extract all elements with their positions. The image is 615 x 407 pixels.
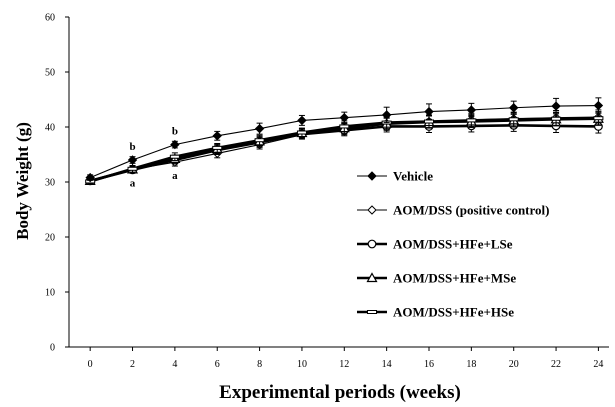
x-tick-label: 14 — [382, 359, 392, 370]
data-point — [551, 101, 561, 111]
data-point — [127, 166, 138, 171]
legend-marker — [367, 205, 377, 215]
y-tick-label: 60 — [45, 13, 55, 24]
legend-label: Vehicle — [393, 169, 433, 184]
x-ticks: 0 2 4 6 8 10 12 14 16 18 20 22 24 — [88, 347, 603, 370]
data-point — [381, 110, 392, 120]
x-tick-label: 16 — [424, 359, 434, 370]
legend: Vehicle AOM/DSS (positive control) AOM/DSS… — [357, 169, 549, 320]
data-point — [212, 145, 223, 150]
series-1 — [85, 97, 604, 183]
data-point — [424, 119, 434, 124]
data-point — [466, 118, 477, 123]
legend-label: AOM/DSS+HFe+HSe — [393, 305, 514, 320]
x-axis-title: Experimental periods (weeks) — [219, 382, 461, 403]
data-point — [170, 139, 180, 150]
y-tick-label: 40 — [45, 123, 55, 134]
data-point — [254, 123, 265, 134]
x-tick-label: 18 — [466, 359, 476, 370]
data-point — [508, 103, 519, 113]
legend-entry-3: AOM/DSS+HFe+LSe — [357, 237, 513, 252]
y-tick-label: 0 — [50, 343, 55, 354]
legend-entry-5: AOM/DSS+HFe+HSe — [357, 305, 514, 320]
data-point — [466, 105, 477, 115]
data-point — [296, 130, 307, 135]
x-tick-label: 6 — [215, 359, 220, 370]
legend-marker — [367, 239, 377, 249]
data-point — [593, 100, 604, 111]
x-tick-label: 20 — [509, 359, 519, 370]
x-tick-label: 22 — [551, 359, 561, 370]
data-point — [424, 106, 434, 117]
y-axis-title: Body Weight (g) — [13, 122, 32, 240]
y-tick-label: 50 — [45, 68, 55, 79]
significance-letter: b — [172, 126, 178, 138]
significance-letter: a — [130, 177, 136, 189]
data-point — [593, 116, 604, 121]
data-point — [127, 155, 138, 165]
x-tick-label: 4 — [172, 359, 177, 370]
data-point — [169, 154, 180, 159]
significance-letter: a — [172, 170, 178, 182]
x-tick-label: 8 — [257, 359, 262, 370]
legend-marker — [367, 171, 377, 181]
annotations: b b a a — [129, 126, 178, 190]
x-tick-label: 2 — [130, 359, 135, 370]
legend-label: AOM/DSS+HFe+LSe — [393, 237, 513, 252]
y-tick-label: 20 — [45, 233, 55, 244]
x-tick-label: 10 — [297, 359, 307, 370]
data-point — [85, 172, 95, 183]
legend-entry-1: Vehicle — [357, 169, 433, 184]
legend-entry-2: AOM/DSS (positive control) — [357, 203, 549, 218]
data-point — [339, 124, 350, 129]
legend-entry-4: AOM/DSS+HFe+MSe — [357, 271, 516, 286]
x-tick-label: 12 — [339, 359, 349, 370]
x-tick-label: 0 — [88, 359, 93, 370]
y-tick-label: 10 — [45, 288, 55, 299]
data-point — [551, 116, 562, 121]
legend-marker — [366, 272, 378, 283]
axes — [68, 17, 609, 348]
series-5 — [85, 111, 604, 185]
x-tick-label: 24 — [593, 359, 603, 370]
legend-label: AOM/DSS (positive control) — [393, 203, 549, 218]
data-point — [508, 117, 519, 122]
y-ticks: 0 10 20 30 40 50 60 — [45, 13, 69, 354]
significance-letter: b — [129, 141, 135, 153]
y-tick-label: 30 — [45, 178, 55, 189]
data-point — [339, 112, 350, 123]
data-point — [254, 138, 265, 143]
legend-label: AOM/DSS+HFe+MSe — [393, 271, 516, 286]
legend-marker — [367, 310, 377, 314]
data-point — [212, 131, 222, 141]
series-layer — [84, 97, 604, 186]
data-point — [297, 115, 307, 126]
